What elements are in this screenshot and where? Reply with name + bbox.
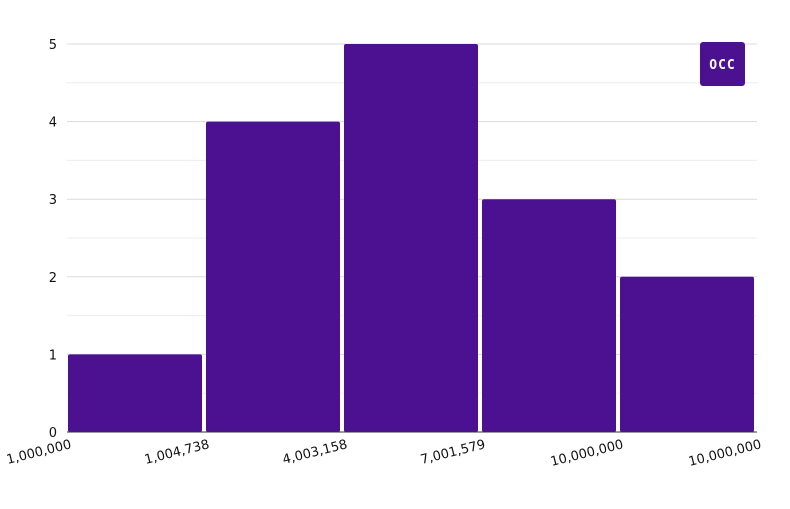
x-tick-label: 1,000,000 (5, 437, 73, 468)
logo-text: OCC (709, 58, 735, 73)
y-tick-label: 0 (49, 426, 57, 441)
y-tick-label: 2 (49, 271, 57, 286)
x-axis-ticks: 1,000,000 1,004,738 4,003,158 7,001,579 10,0… (5, 437, 763, 470)
y-tick-label: 3 (49, 193, 57, 208)
y-tick-label: 4 (49, 116, 57, 131)
bars (68, 44, 754, 432)
y-tick-label: 1 (49, 348, 57, 363)
x-tick-label: 7,001,579 (419, 437, 487, 468)
histogram-bar (206, 121, 340, 432)
x-tick-label: 1,004,738 (143, 437, 211, 468)
histogram-bar (68, 354, 202, 432)
histogram-bar (620, 276, 754, 432)
y-tick-label: 5 (49, 38, 57, 53)
logo-badge (700, 42, 745, 86)
histogram-bar (482, 199, 616, 432)
x-tick-label: 10,000,000 (687, 437, 763, 470)
x-tick-label: 10,000,000 (549, 437, 625, 470)
occ-logo: OCC (700, 42, 745, 86)
y-axis-ticks: 0 1 2 3 4 5 (49, 38, 57, 441)
x-tick-label: 4,003,158 (281, 437, 349, 468)
histogram-bar (344, 44, 478, 432)
